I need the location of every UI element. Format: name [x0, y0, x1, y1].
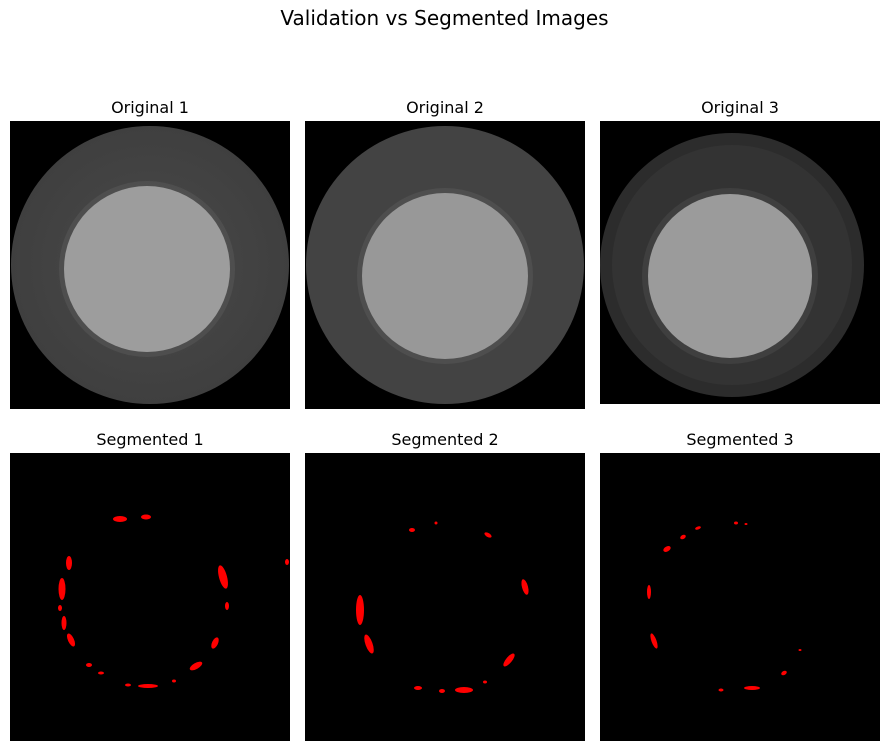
- panel-title-original-2: Original 2: [406, 98, 484, 117]
- panel-title-segmented-1: Segmented 1: [96, 430, 204, 449]
- original-image-3: [600, 121, 880, 404]
- panel-title-segmented-3: Segmented 3: [686, 430, 794, 449]
- figure-title: Validation vs Segmented Images: [280, 6, 609, 30]
- panel-title-original-1: Original 1: [111, 98, 189, 117]
- segmented-image-2: [305, 453, 585, 741]
- panel-title-original-3: Original 3: [701, 98, 779, 117]
- original-image-2: [305, 121, 585, 409]
- segmented-image-1: [10, 453, 290, 741]
- panel-title-segmented-2: Segmented 2: [391, 430, 499, 449]
- original-image-1: [10, 121, 290, 409]
- segmented-image-3: [600, 453, 880, 741]
